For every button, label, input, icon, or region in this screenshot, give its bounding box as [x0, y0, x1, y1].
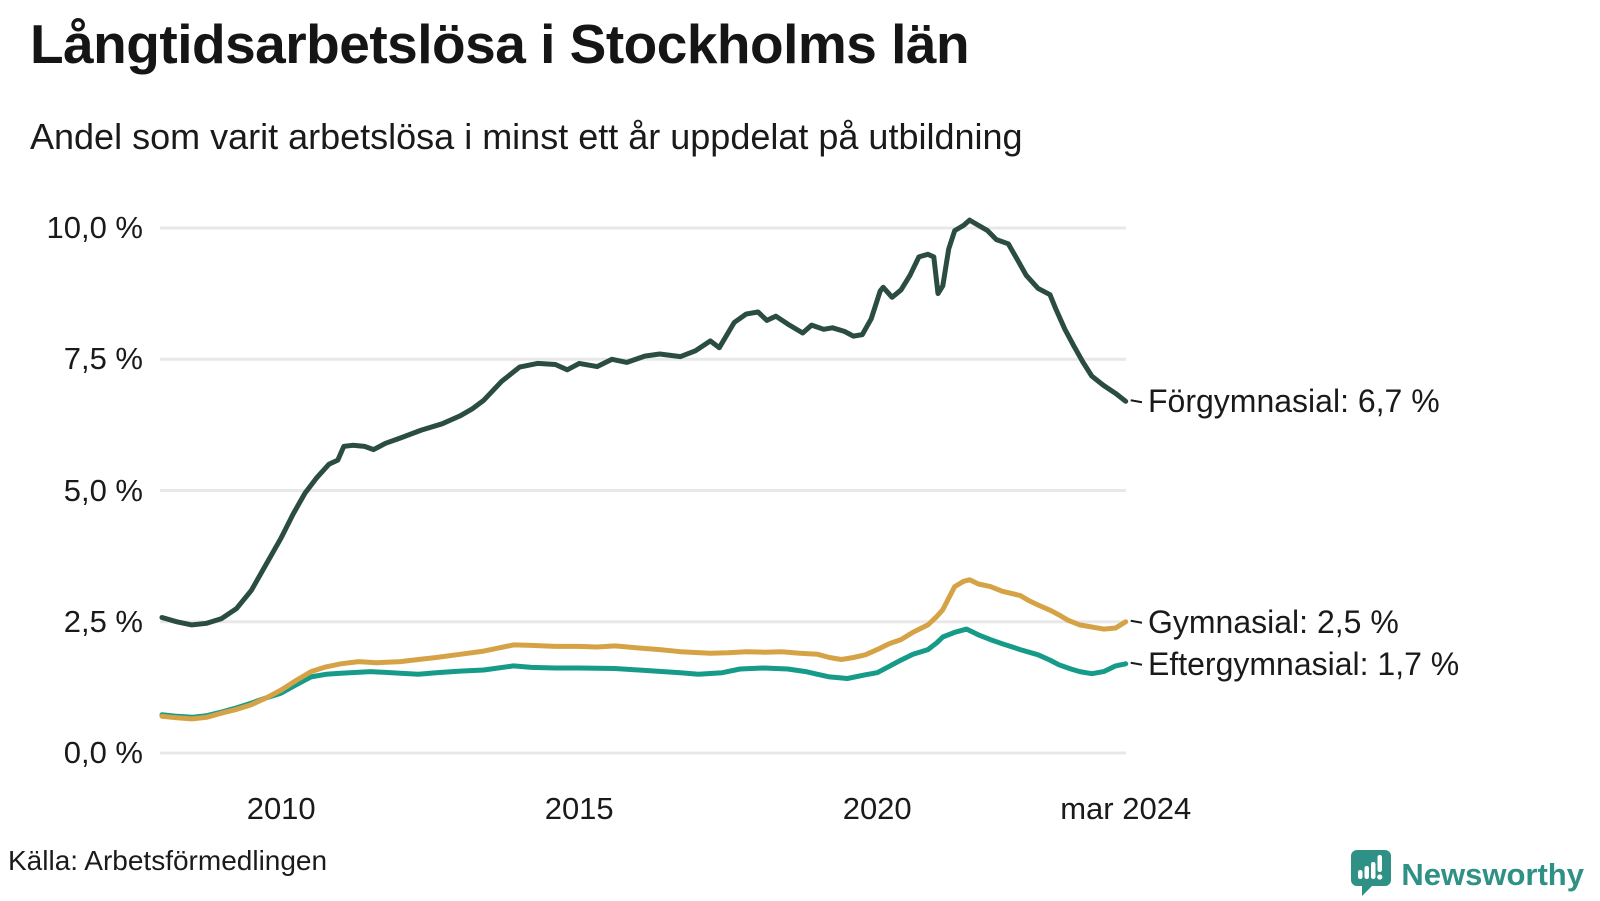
y-tick-label: 7,5 %	[63, 341, 143, 377]
series-end-label-förgymnasial: Förgymnasial: 6,7 %	[1148, 383, 1440, 420]
series-end-label-eftergymnasial: Eftergymnasial: 1,7 %	[1148, 645, 1460, 682]
y-tick-label: 2,5 %	[63, 603, 143, 639]
source-note: Källa: Arbetsförmedlingen	[8, 845, 328, 876]
label-connectors	[1130, 399, 1143, 666]
label-connector-gymnasial	[1130, 619, 1143, 624]
chart-title: Långtidsarbetslösa i Stockholms län	[30, 13, 970, 75]
x-tick-label: 2020	[842, 791, 912, 826]
y-tick-label: 0,0 %	[63, 735, 143, 770]
y-tick-label: 10,0 %	[46, 210, 143, 245]
series-line-gymnasial	[159, 577, 1129, 722]
label-connector-förgymnasial	[1130, 399, 1143, 404]
series-line-förgymnasial	[159, 217, 1129, 628]
gridlines	[160, 226, 1126, 755]
series-end-label-gymnasial: Gymnasial: 2,5 %	[1148, 603, 1399, 640]
series-lines	[159, 217, 1129, 722]
series-line-eftergymnasial	[159, 626, 1129, 720]
chart-subtitle: Andel som varit arbetslösa i minst ett å…	[30, 116, 1023, 157]
newsworthy-logo-icon	[1349, 848, 1393, 901]
x-tick-label: mar 2024	[1060, 791, 1192, 826]
brand-name: Newsworthy	[1401, 856, 1584, 892]
label-connector-eftergymnasial	[1130, 661, 1143, 666]
brand-lockup: Newsworthy	[1349, 848, 1584, 901]
x-tick-label: 2015	[544, 791, 614, 826]
x-tick-label: 2010	[246, 791, 316, 826]
y-tick-label: 5,0 %	[63, 472, 143, 508]
